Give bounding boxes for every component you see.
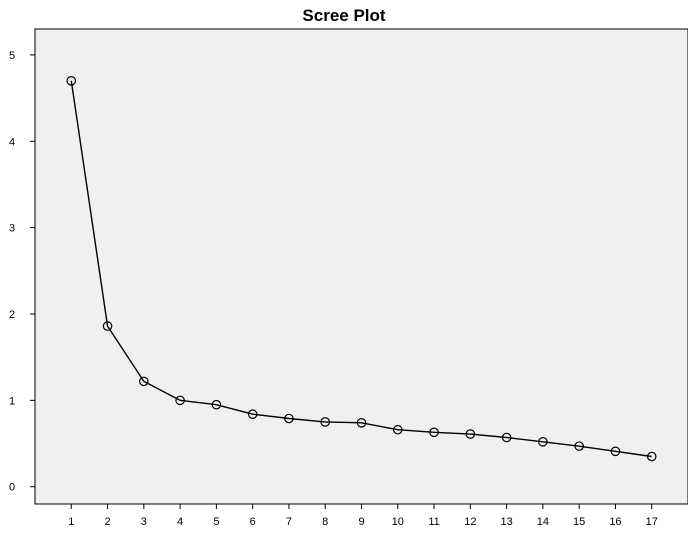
y-axis: 0 1 2 3 4 5: [9, 50, 35, 494]
y-tick-label: 2: [9, 309, 15, 321]
data-point-10: [392, 424, 403, 435]
data-point-14: [538, 437, 548, 447]
data-point-9: [356, 418, 367, 428]
x-tick-label: 16: [609, 516, 621, 528]
x-tick-label: 2: [104, 516, 110, 528]
x-tick-label: 5: [213, 516, 219, 528]
x-tick-label: 9: [358, 516, 364, 528]
series-line: [70, 80, 652, 458]
data-point-2: [102, 321, 113, 331]
data-point-17: [646, 451, 657, 462]
y-tick-label: 0: [9, 482, 15, 494]
x-tick-label: 14: [537, 516, 549, 528]
data-point-13: [501, 432, 512, 443]
y-tick-label: 3: [9, 223, 15, 235]
y-tick-label: 1: [9, 395, 15, 407]
x-tick-label: 11: [428, 516, 439, 528]
x-tick-label: 15: [573, 516, 585, 528]
data-point-11: [429, 427, 439, 438]
x-tick-label: 8: [322, 516, 328, 528]
x-tick-label: 1: [68, 516, 74, 528]
x-tick-label: 12: [464, 516, 476, 528]
data-point-1: [66, 76, 77, 86]
chart-title: Scree Plot: [302, 6, 385, 25]
y-tick-label: 4: [9, 136, 15, 148]
data-point-5: [211, 399, 222, 410]
x-axis: 1 2 3 4 5 6 7 8 9 10 11 12 13 14 15 16 17: [68, 504, 658, 528]
data-point-12: [465, 429, 476, 439]
x-tick-label: 4: [177, 516, 183, 528]
x-tick-label: 6: [250, 516, 256, 528]
plot-area: [34, 28, 688, 505]
x-tick-label: 7: [286, 516, 292, 528]
data-point-7: [284, 413, 294, 424]
x-tick-label: 10: [392, 516, 404, 528]
data-point-6: [247, 409, 258, 419]
data-point-16: [610, 446, 621, 457]
data-point-15: [574, 441, 584, 451]
x-tick-label: 13: [500, 516, 512, 528]
data-point-8: [320, 417, 331, 427]
data-point-4: [175, 395, 185, 406]
data-point-3: [139, 376, 149, 387]
y-tick-label: 5: [9, 50, 15, 62]
series-layer: [66, 76, 657, 462]
x-tick-label: 3: [141, 516, 147, 528]
x-tick-label: 17: [646, 516, 658, 528]
